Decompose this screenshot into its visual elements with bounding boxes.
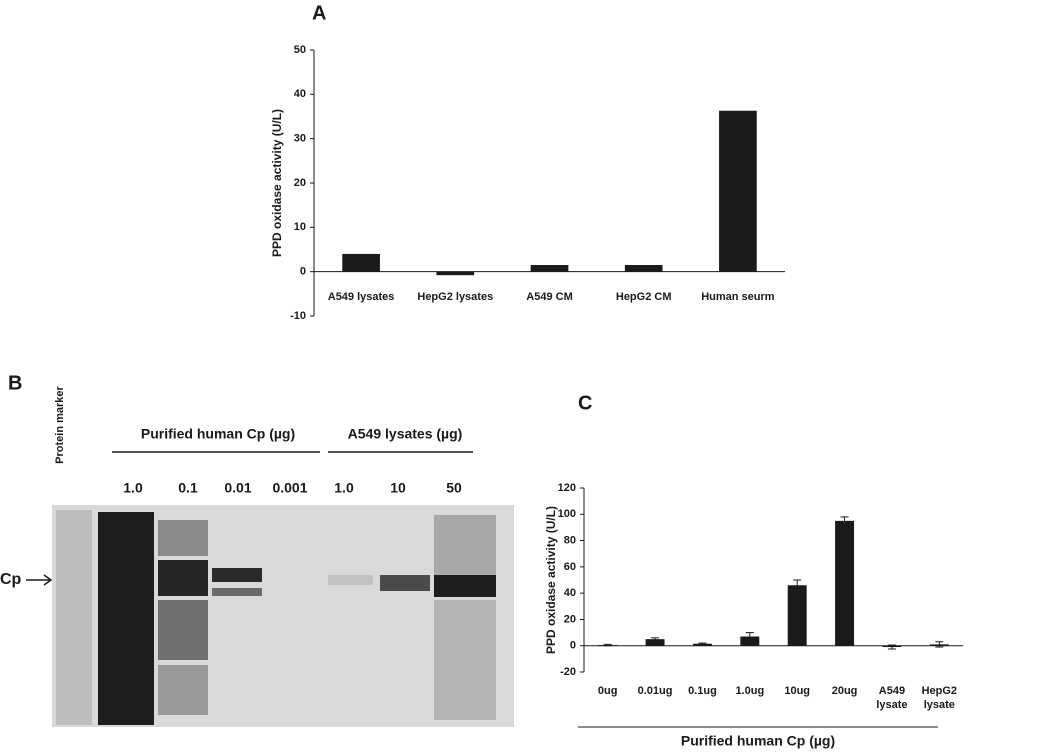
y-tick-label: 0 — [570, 640, 576, 652]
x-tick-label: HepG2 CM — [616, 291, 672, 303]
y-tick-label: 40 — [564, 587, 576, 599]
y-tick-label: 50 — [294, 44, 306, 56]
bar — [342, 253, 380, 272]
x-axis-label: Purified human Cp (µg) — [681, 733, 835, 749]
bar — [835, 520, 855, 646]
y-tick-label: 0 — [300, 266, 306, 278]
x-tick-label: 1.0ug — [735, 685, 765, 697]
lane-label: 1.0 — [334, 480, 354, 496]
group-label: Purified human Cp (µg) — [141, 426, 295, 442]
y-tick-label: 20 — [294, 177, 306, 189]
y-tick-label: 120 — [558, 482, 576, 494]
panel-b-title: B — [8, 372, 22, 394]
bar — [740, 636, 760, 646]
panel-c-title: C — [578, 392, 592, 414]
bar — [787, 585, 807, 646]
bar — [645, 639, 665, 646]
y-tick-label: 100 — [558, 508, 576, 520]
y-tick-label: 40 — [294, 88, 306, 100]
x-tick-label: A549 lysates — [328, 291, 395, 303]
x-tick-label: HepG2 lysate — [921, 685, 958, 711]
x-tick-label: 0.1ug — [688, 685, 717, 697]
x-tick-label: 10ug — [784, 685, 811, 697]
x-tick-label: 0.01ug — [637, 685, 673, 697]
x-tick-label: 0ug — [597, 685, 618, 697]
x-tick-label: A549 CM — [526, 291, 572, 303]
blot — [52, 505, 514, 727]
group-label: A549 lysates (µg) — [348, 426, 463, 442]
y-tick-label: 80 — [564, 534, 576, 546]
y-tick-label: 10 — [294, 221, 306, 233]
x-tick-label: A549 lysate — [876, 685, 908, 711]
band-arrow-head — [43, 574, 53, 586]
bar — [530, 265, 569, 272]
lane-label: 10 — [390, 480, 406, 496]
lane-label: 50 — [446, 480, 462, 496]
band-label: Cp — [0, 571, 22, 588]
y-tick-label: -20 — [560, 666, 576, 678]
y-tick-label: 20 — [564, 613, 576, 625]
y-tick-label: -10 — [290, 310, 306, 322]
x-tick-label: Human seurm — [701, 291, 775, 303]
bar — [624, 265, 663, 272]
x-tick-label: HepG2 lysates — [417, 291, 493, 303]
bar — [719, 110, 757, 272]
lane-label: 0.01 — [224, 480, 251, 496]
y-axis-label: PPD oxidase activity (U/L) — [544, 506, 558, 654]
lane-label: 1.0 — [123, 480, 143, 496]
lane-label: 0.001 — [272, 480, 307, 496]
y-axis-label: PPD oxidase activity (U/L) — [270, 109, 284, 257]
panel-a-title: A — [312, 2, 326, 24]
y-tick-label: 60 — [564, 561, 576, 573]
bar — [436, 271, 475, 276]
marker-label: Protein marker — [54, 385, 66, 463]
y-tick-label: 30 — [294, 133, 306, 145]
x-tick-label: 20ug — [831, 685, 858, 697]
lane-label: 0.1 — [178, 480, 198, 496]
